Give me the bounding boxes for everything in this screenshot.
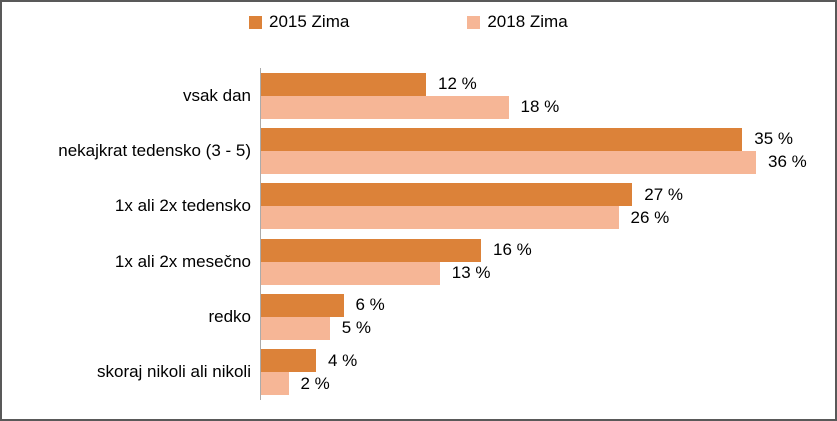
bar-row: 18 % [261,95,835,119]
category-label: 1x ali 2x mesečno [114,251,251,271]
category-labels: vsak dan nekajkrat tedensko (3 - 5) 1x ali… [2,68,260,400]
legend: 2015 Zima 2018 Zima [249,11,568,33]
legend-label: 2018 Zima [487,12,568,31]
bar-group: 35 % 36 % [261,123,835,178]
bar-group: 12 % 18 % [261,68,835,123]
bar-row: 27 % [261,183,835,207]
bar-2018-zima [261,206,619,230]
bar-row: 5 % [261,316,835,340]
bar-group: 4 % 2 % [261,345,835,400]
bar-2018-zima [261,372,289,396]
bar-group: 16 % 13 % [261,234,835,289]
bar-2015-zima [261,293,344,317]
bar-group: 27 % 26 % [261,179,835,234]
bar-2015-zima [261,127,743,151]
category-label: skoraj nikoli ali nikoli [96,362,251,382]
bar-row: 13 % [261,261,835,285]
bar-row: 16 % [261,238,835,262]
bar-2018-zima [261,316,330,340]
bar-2018-zima [261,150,756,174]
value-label: 27 % [644,184,683,204]
bar-2015-zima [261,349,316,373]
category-label: nekajkrat tedensko (3 - 5) [58,140,251,160]
value-label: 35 % [754,129,793,149]
category-label: vsak dan [182,85,251,105]
bar-row: 26 % [261,206,835,230]
value-label: 16 % [493,240,532,260]
value-label: 26 % [630,207,670,227]
category-label: redko [208,306,251,326]
legend-label: 2015 Zima [269,12,350,31]
value-label: 18 % [520,97,560,117]
category-label: 1x ali 2x tedensko [114,196,251,216]
bar-row: 6 % [261,293,835,317]
bar-row: 12 % [261,72,835,96]
bar-row: 36 % [261,150,835,174]
plot-area: 12 % 18 % 35 % 36 % 27 % 26 % 16 % 13 % 6 % 5 % 4 … [260,68,835,400]
value-label: 12 % [438,74,477,94]
value-label: 2 % [300,373,330,393]
legend-entry-2015-zima: 2015 Zima [249,11,349,33]
bar-2018-zima [261,261,440,285]
bar-row: 4 % [261,349,835,373]
value-label: 5 % [341,318,372,338]
bar-chart: vsak dan nekajkrat tedensko (3 - 5) 1x ali… [2,68,835,400]
bar-group: 6 % 5 % [261,289,835,344]
bar-2015-zima [261,183,633,207]
bar-2018-zima [261,95,509,119]
bar-2015-zima [261,72,426,96]
value-label: 36 % [768,152,807,172]
value-label: 6 % [355,295,385,315]
legend-swatch-icon [249,15,262,29]
legend-swatch-icon [467,15,481,29]
legend-entry-2018-zima: 2018 Zima [467,11,568,33]
bar-2015-zima [261,238,481,262]
bar-row: 2 % [261,372,835,396]
bar-row: 35 % [261,127,835,151]
value-label: 13 % [451,263,491,283]
value-label: 4 % [328,350,358,370]
